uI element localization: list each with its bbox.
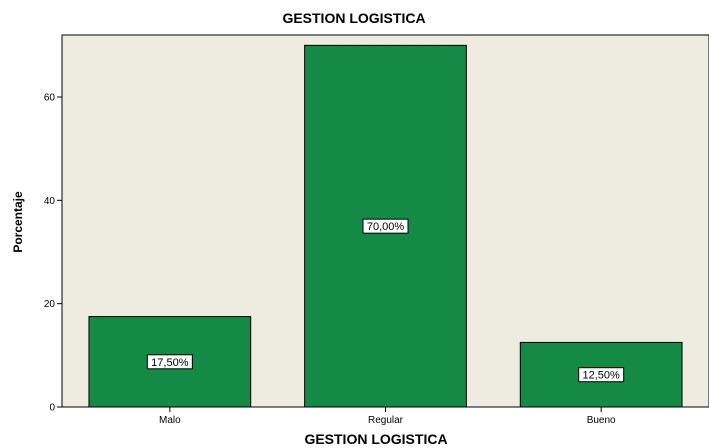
data-label: 17,50% [151, 357, 189, 369]
x-axis-title: GESTION LOGISTICA [304, 431, 447, 447]
x-tick-label: Bueno [587, 415, 616, 426]
data-label: 70,00% [367, 221, 405, 233]
x-axis: Malo Regular Bueno [62, 406, 709, 426]
bar-malo [88, 316, 252, 408]
y-tick-label: 40 [44, 196, 56, 207]
y-tick-label: 0 [49, 403, 55, 414]
data-label-box [362, 218, 409, 234]
data-label-box [578, 367, 625, 383]
y-axis-title: Porcentaje [11, 191, 25, 253]
x-tick-label: Regular [368, 415, 404, 426]
y-axis: 0 20 40 60 [44, 35, 63, 414]
y-tick-label: 60 [44, 93, 56, 104]
chart-title: GESTION LOGISTICA [282, 10, 425, 26]
data-label: 12,50% [583, 370, 621, 382]
data-label-box [146, 354, 193, 370]
bars: 17,50% 70,00% 12,50% [88, 44, 683, 408]
y-tick-label: 20 [44, 299, 56, 310]
x-tick-label: Malo [159, 415, 181, 426]
